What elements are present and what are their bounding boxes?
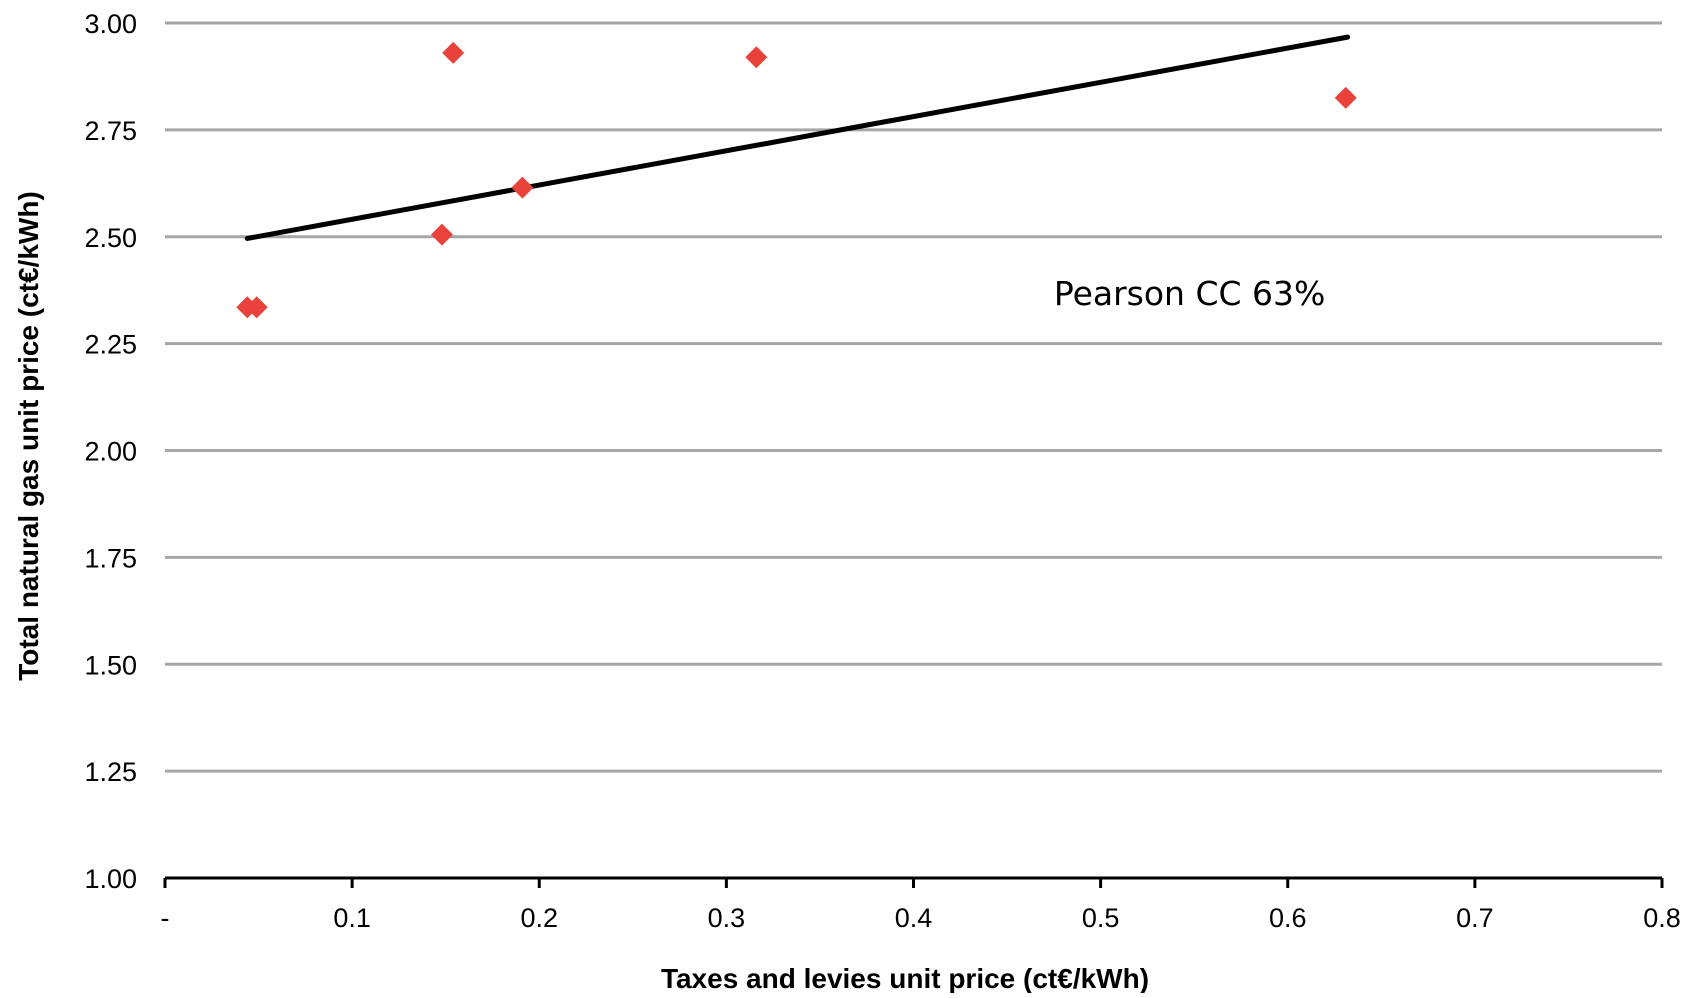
y-tick-label: 2.00 bbox=[84, 437, 137, 467]
x-tick-label: 0.5 bbox=[1082, 903, 1120, 933]
data-point-marker bbox=[430, 223, 453, 246]
x-tick-label: 0.3 bbox=[708, 903, 746, 933]
x-tick-label: 0.7 bbox=[1456, 903, 1494, 933]
y-tick-label: 2.25 bbox=[84, 330, 137, 360]
y-tick-label: 1.00 bbox=[84, 864, 137, 894]
pearson-annotation: Pearson CC 63% bbox=[1054, 274, 1326, 313]
data-point-marker bbox=[745, 46, 768, 69]
data-point-marker bbox=[1334, 86, 1357, 109]
axes bbox=[163, 876, 1664, 888]
x-axis-title: Taxes and levies unit price (ct€/kWh) bbox=[661, 963, 1149, 993]
gridlines bbox=[165, 21, 1662, 773]
data-point-marker bbox=[245, 296, 268, 319]
x-tick-label: 0.8 bbox=[1643, 903, 1681, 933]
x-tick-label: 0.6 bbox=[1269, 903, 1307, 933]
data-point-marker bbox=[511, 176, 534, 199]
y-tick-label: 3.00 bbox=[84, 9, 137, 39]
y-tick-label: 2.50 bbox=[84, 223, 137, 253]
x-tick-label: 0.1 bbox=[333, 903, 371, 933]
trendline bbox=[244, 34, 1351, 241]
trendline-layer bbox=[244, 34, 1351, 241]
data-points bbox=[236, 41, 1357, 319]
x-tick-label: 0.2 bbox=[520, 903, 558, 933]
y-axis-title: Total natural gas unit price (ct€/kWh) bbox=[13, 191, 44, 681]
data-point-marker bbox=[442, 41, 465, 64]
y-tick-label: 1.25 bbox=[84, 757, 137, 787]
x-tick-label: 0.4 bbox=[895, 903, 933, 933]
y-tick-label: 1.50 bbox=[84, 650, 137, 680]
labels: Total natural gas unit price (ct€/kWh) T… bbox=[13, 9, 1681, 994]
x-tick-label: - bbox=[161, 903, 170, 933]
y-tick-label: 1.75 bbox=[84, 543, 137, 573]
y-tick-label: 2.75 bbox=[84, 116, 137, 146]
